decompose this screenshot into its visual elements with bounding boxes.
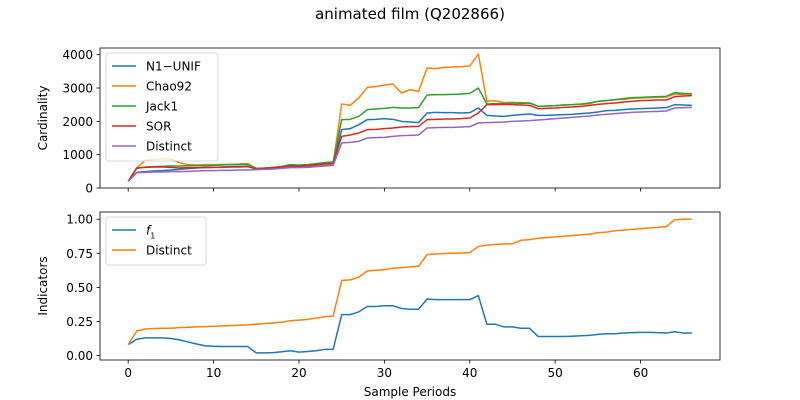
indicators-x-tick-label: 0 [124,366,132,380]
cardinality-y-tick-label: 2000 [62,115,93,129]
cardinality-legend-label: N1−UNIF [146,60,201,74]
cardinality-legend-label: Distinct [146,140,192,154]
indicators-legend-label: Distinct [146,244,192,258]
cardinality-series-line-3 [127,87,692,182]
indicators-series-line-1 [127,294,692,354]
indicators-legend-label: f1 [146,224,155,241]
indicators-panel: 0 10 20 30 40 50 60 0.00 0.25 0.50 0.75 1.00 Indicat… [36,211,721,399]
indicators-y-tick-label: 0.25 [66,315,93,329]
indicators-series-line-2 [127,218,692,346]
indicators-y-tick-label: 0.75 [66,247,93,261]
indicators-y-axis-label: Indicators [36,256,50,315]
cardinality-legend-label: SOR [146,120,171,134]
cardinality-legend-label: Jack1 [145,100,178,114]
indicators-x-tick-label: 40 [462,366,477,380]
cardinality-axes-frame [99,47,721,189]
cardinality-legend [105,52,219,162]
indicators-legend-label-sub: 1 [150,232,155,241]
indicators-x-tick-label: 50 [548,366,563,380]
indicators-y-tick-label: 0.50 [66,281,93,295]
cardinality-panel: 0 1000 2000 3000 4000 Cardinality N1−UNIF Chao9… [36,47,721,196]
indicators-axes-frame [99,211,721,361]
cardinality-y-tick-label: 4000 [62,48,93,62]
indicators-y-tick-label: 0.00 [66,349,93,363]
cardinality-legend-label: Chao92 [146,80,192,94]
indicators-y-tick-label: 1.00 [66,213,93,227]
cardinality-y-tick-label: 1000 [62,148,93,162]
indicators-x-tick-label: 20 [291,366,306,380]
cardinality-y-axis-label: Cardinality [36,86,50,151]
indicators-x-tick-label: 10 [206,366,221,380]
cardinality-series-line-4 [127,94,692,182]
cardinality-y-tick-label: 3000 [62,82,93,96]
indicators-legend [105,216,207,266]
indicators-x-tick-label: 60 [633,366,648,380]
indicators-legend-label-base: f [146,224,152,238]
figure-title: animated film (Q202866) [315,5,505,23]
cardinality-series-line-5 [127,106,692,182]
indicators-x-axis-label: Sample Periods [364,385,456,399]
cardinality-y-tick-label: 0 [85,182,93,196]
indicators-x-tick-label: 30 [377,366,392,380]
